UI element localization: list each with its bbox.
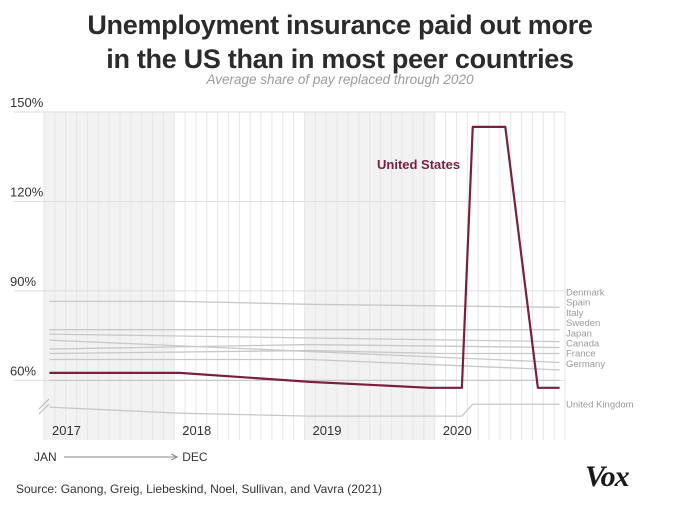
- vox-logo: Vox: [585, 460, 629, 494]
- month-legend-start: JAN: [34, 450, 57, 464]
- x-year-label: 2019: [313, 423, 342, 438]
- series-label: Germany: [566, 359, 605, 370]
- y-tick-label: 90%: [10, 274, 36, 289]
- x-year-label: 2018: [182, 423, 211, 438]
- series-label-highlight: United States: [377, 157, 460, 172]
- month-legend-end: DEC: [182, 450, 208, 464]
- series-label: United Kingdom: [566, 400, 634, 411]
- chart-figure: Unemployment insurance paid out more in …: [0, 0, 680, 526]
- x-year-label: 2017: [52, 423, 81, 438]
- y-tick-label: 60%: [10, 363, 36, 378]
- y-tick-label: 120%: [10, 184, 44, 199]
- y-tick-label: 150%: [10, 95, 44, 110]
- line-chart: 60%90%120%150%2017 2018 2019 2020JAN DECDenm…: [0, 0, 680, 526]
- source-note: Source: Ganong, Greig, Liebeskind, Noel,…: [16, 482, 382, 496]
- x-year-label: 2020: [443, 423, 472, 438]
